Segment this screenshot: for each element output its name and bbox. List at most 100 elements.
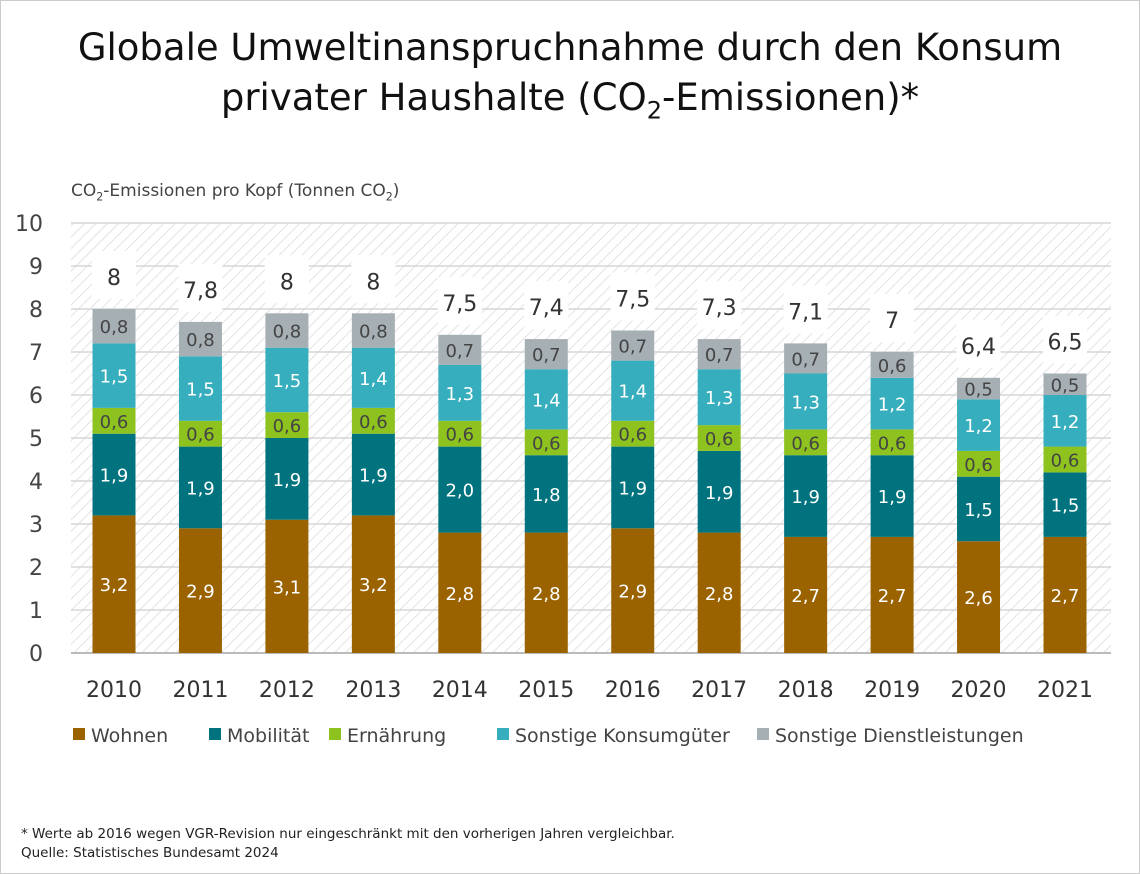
bar-segment	[697, 532, 741, 653]
x-tick-label: 2021	[1037, 678, 1093, 703]
bar-segment	[784, 455, 828, 537]
bar-segment	[1043, 395, 1087, 447]
data-label: 0,5	[964, 380, 993, 401]
data-label: 3,2	[359, 575, 388, 596]
total-label: 7	[885, 309, 899, 334]
bar-segment	[784, 536, 828, 653]
x-tick-label: 2016	[605, 678, 661, 703]
y-tick-label: 3	[29, 513, 43, 538]
source-text: Quelle: Statistisches Bundesamt 2024	[21, 845, 279, 861]
total-label: 6,5	[1048, 331, 1083, 356]
ylabel-part: -Emissionen pro Kopf (Tonnen CO	[103, 181, 386, 201]
total-label-box	[610, 272, 655, 321]
bar-segment	[1043, 446, 1087, 473]
x-tick-label: 2015	[518, 678, 574, 703]
data-label: 0,6	[878, 433, 907, 454]
bar-segment	[957, 476, 1001, 542]
total-label-box	[783, 285, 828, 334]
y-tick-label: 6	[29, 384, 43, 409]
data-label: 0,7	[445, 341, 474, 362]
bar-segment	[611, 528, 655, 653]
bar-segment	[438, 334, 482, 365]
data-label: 1,9	[359, 466, 388, 487]
data-label: 0,6	[791, 433, 820, 454]
data-label: 0,7	[532, 345, 561, 366]
bar-segment	[438, 420, 482, 447]
data-label: 0,7	[618, 337, 647, 358]
data-label: 2,0	[445, 481, 474, 502]
y-tick-label: 7	[29, 341, 43, 366]
bar-segment	[265, 347, 309, 413]
data-label: 1,9	[273, 470, 302, 491]
legend-label: Sonstige Dienstleistungen	[775, 725, 1024, 747]
x-tick-label: 2011	[172, 678, 228, 703]
bar-segment	[92, 515, 136, 653]
total-label: 7,1	[788, 300, 823, 325]
data-label: 2,8	[532, 584, 561, 605]
data-label: 0,7	[791, 349, 820, 370]
y-tick-label: 8	[29, 298, 43, 323]
legend-swatch	[329, 728, 341, 740]
total-label-box	[697, 281, 742, 330]
bar-segment	[870, 429, 914, 456]
bar-segment	[611, 420, 655, 447]
total-label-box	[1043, 315, 1087, 364]
bar-segment	[957, 377, 1001, 400]
legend-swatch	[757, 728, 769, 740]
data-label: 1,5	[1051, 496, 1080, 517]
data-label: 1,3	[705, 388, 734, 409]
bar-segment	[957, 399, 1001, 451]
bar-segment	[351, 347, 395, 408]
chart-title: Globale Umweltinanspruchnahme durch den …	[1, 23, 1139, 135]
bar-segment	[92, 343, 136, 408]
bar-segment	[524, 429, 568, 456]
total-label: 8	[280, 270, 294, 295]
data-label: 0,8	[100, 317, 129, 338]
data-label: 0,6	[705, 429, 734, 450]
bar-segment	[870, 377, 914, 430]
total-label-box	[956, 319, 1001, 368]
data-label: 1,5	[186, 380, 215, 401]
bar-segment	[92, 407, 136, 434]
total-label-box	[264, 255, 309, 304]
data-label: 0,8	[186, 330, 215, 351]
bar-segment	[784, 429, 828, 456]
data-label: 2,8	[445, 584, 474, 605]
data-label: 1,8	[532, 485, 561, 506]
data-label: 2,7	[878, 586, 907, 607]
bar-segment	[611, 446, 655, 529]
data-label: 1,3	[445, 384, 474, 405]
data-label: 2,7	[791, 586, 820, 607]
bar-segment	[1043, 472, 1087, 537]
bar-segment	[92, 309, 136, 344]
total-label-box	[437, 276, 482, 325]
legend-swatch	[73, 728, 85, 740]
data-label: 0,6	[100, 412, 129, 433]
bar-segment	[870, 536, 914, 653]
bar-segment	[265, 412, 309, 438]
bar-segment	[870, 352, 914, 378]
bar-segment	[611, 360, 655, 421]
x-tick-label: 2013	[345, 678, 401, 703]
total-label-box	[870, 294, 915, 342]
bar-segment	[178, 321, 222, 357]
bar-segment	[438, 364, 482, 421]
bar-segment	[524, 369, 568, 430]
bar-segment	[178, 446, 222, 529]
footnote: * Werte ab 2016 wegen VGR-Revision nur e…	[21, 825, 675, 863]
x-tick-label: 2014	[432, 678, 488, 703]
bar-segment	[784, 343, 828, 374]
legend-swatch	[209, 728, 221, 740]
total-label: 7,3	[702, 296, 737, 321]
total-label: 7,4	[529, 296, 564, 321]
y-tick-label: 1	[29, 599, 43, 624]
bar-segment	[1043, 536, 1087, 653]
total-label: 7,5	[615, 288, 650, 313]
legend-label: Wohnen	[91, 725, 168, 747]
bar-segment	[1043, 373, 1087, 395]
bar-segment	[870, 455, 914, 537]
bar-segment	[524, 339, 568, 370]
bar-segment	[957, 450, 1001, 477]
data-label: 0,6	[273, 416, 302, 437]
